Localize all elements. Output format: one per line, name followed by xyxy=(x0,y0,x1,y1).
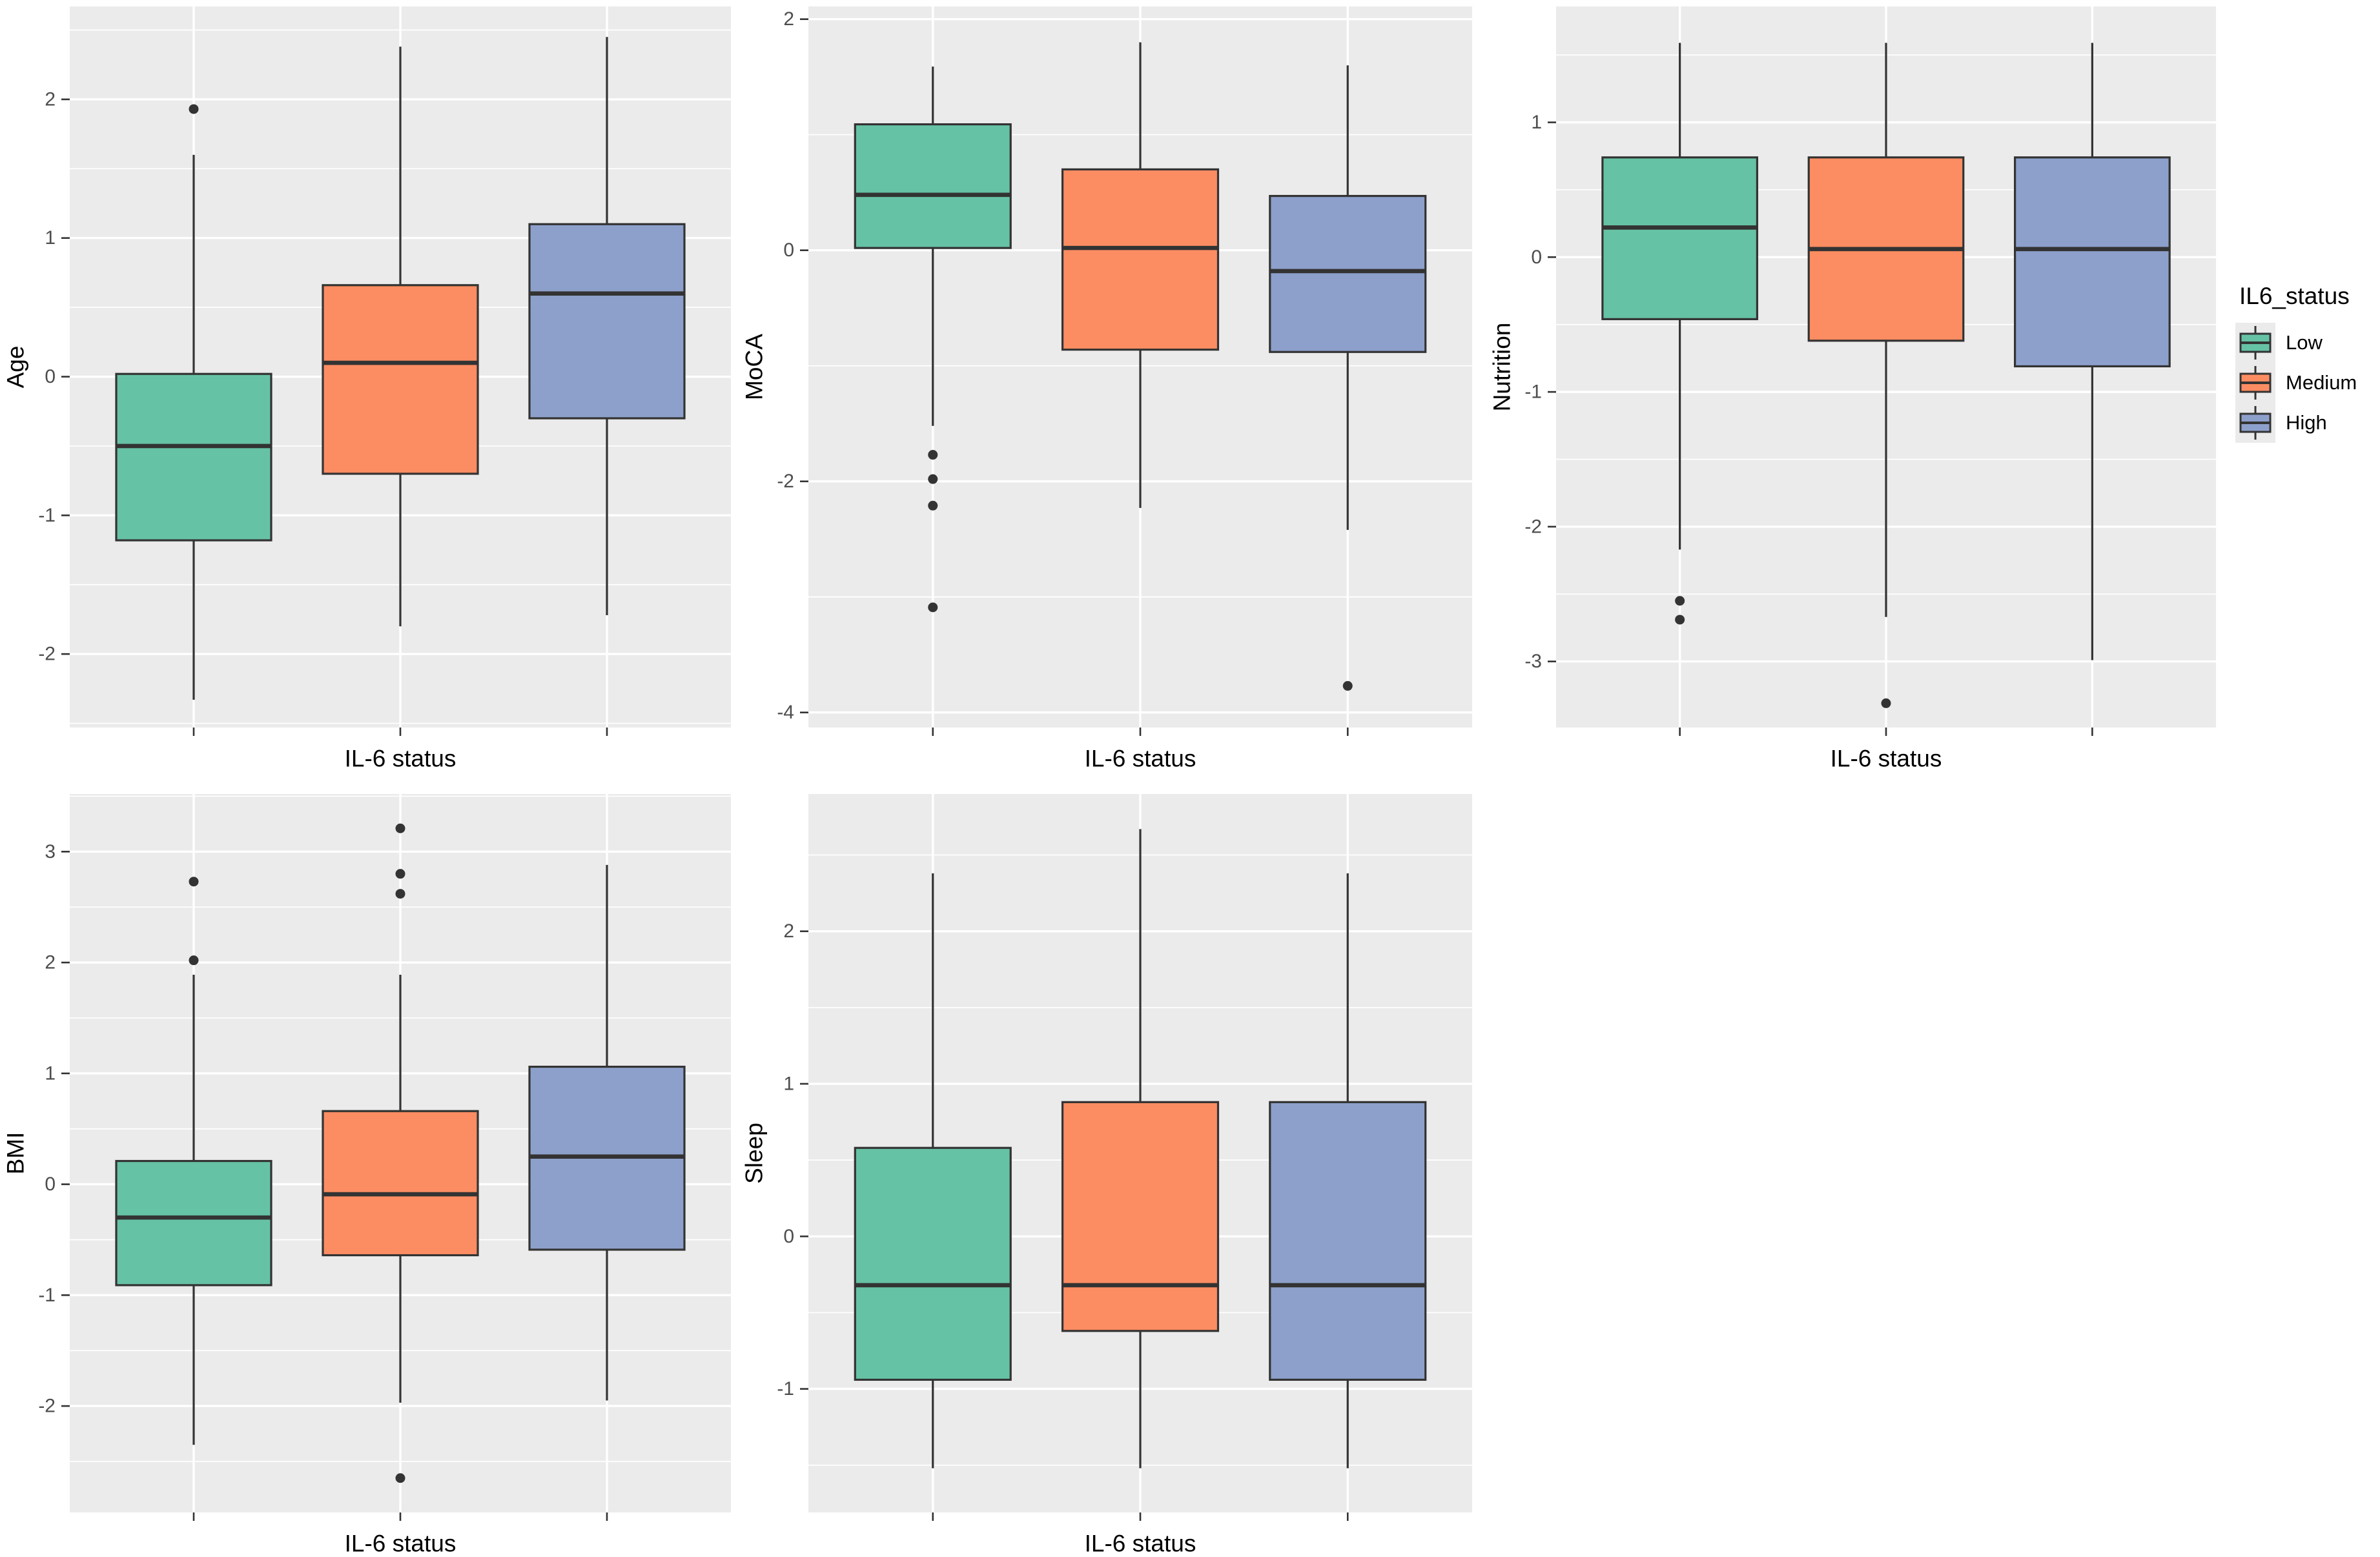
y-tick-label: 1 xyxy=(1531,112,1542,133)
boxplot-glyph xyxy=(2239,406,2272,440)
outlier-point xyxy=(928,602,938,613)
boxplot-medium xyxy=(1061,829,1220,1469)
y-tick-label: -1 xyxy=(38,1285,56,1306)
outlier-point xyxy=(189,104,199,114)
box-iqr xyxy=(1061,168,1220,351)
panel-age: -2 -1 0 1 2 Age IL-6 status xyxy=(3,6,731,772)
y-axis-title: Sleep xyxy=(741,1123,768,1184)
box-iqr xyxy=(854,123,1012,249)
outlier-point xyxy=(1881,698,1891,708)
legend-item-label: High xyxy=(2286,411,2327,434)
outlier-point xyxy=(395,869,405,879)
y-tick-label: -3 xyxy=(1524,651,1542,672)
boxplot-low xyxy=(115,104,272,700)
boxplot-key-icon xyxy=(2235,363,2275,403)
boxplot-key-icon xyxy=(2235,323,2275,363)
y-tick-label: 0 xyxy=(783,239,794,261)
legend-item-low: Low xyxy=(2235,323,2357,363)
y-tick-label: 1 xyxy=(45,227,56,249)
y-tick-label: 0 xyxy=(45,366,56,387)
boxplot-medium xyxy=(1061,42,1220,508)
box-iqr xyxy=(322,284,479,475)
boxplot-low xyxy=(115,877,272,1445)
legend-item-high: High xyxy=(2235,403,2357,443)
boxplot-medium xyxy=(1807,43,1965,708)
x-axis-title: IL-6 status xyxy=(345,746,457,772)
x-axis-title: IL-6 status xyxy=(1085,1531,1196,1554)
panel-moca: -4 -2 0 2 MoCA IL-6 status xyxy=(741,6,1472,772)
legend-item-label: Medium xyxy=(2286,371,2357,394)
boxplot-high xyxy=(1269,873,1427,1469)
y-tick-label: -1 xyxy=(777,1378,794,1399)
outlier-point xyxy=(928,450,938,460)
box-iqr xyxy=(1601,156,1758,320)
box-iqr xyxy=(528,223,686,420)
outlier-point xyxy=(189,955,199,966)
box-iqr xyxy=(854,1146,1012,1381)
boxplot-high xyxy=(528,37,686,616)
y-tick-label: -1 xyxy=(38,505,56,526)
boxplot-low xyxy=(854,66,1012,613)
outlier-point xyxy=(395,889,405,899)
outlier-point xyxy=(1342,681,1353,691)
y-tick-label: 2 xyxy=(783,921,794,942)
outlier-point xyxy=(928,500,938,511)
boxplot-high xyxy=(2014,43,2171,660)
boxplot-medium xyxy=(322,46,479,627)
x-axis-title: IL-6 status xyxy=(345,1531,457,1554)
boxplot-glyph xyxy=(2239,326,2272,360)
y-tick-label: 1 xyxy=(45,1063,56,1084)
boxplot-high xyxy=(528,864,686,1401)
box-iqr xyxy=(1269,194,1427,353)
y-tick-label: -2 xyxy=(38,644,56,665)
x-axis-title: IL-6 status xyxy=(1831,746,1942,772)
y-tick-label: -2 xyxy=(38,1396,56,1417)
y-tick-label: -4 xyxy=(777,702,794,723)
box-iqr xyxy=(115,1159,272,1287)
boxplot-medium xyxy=(322,823,479,1483)
box-iqr xyxy=(322,1110,479,1257)
y-axis-title: MoCA xyxy=(741,334,768,400)
panel-bmi: -2 -1 0 1 2 3 BMI IL-6 status xyxy=(3,794,731,1557)
boxplot-low xyxy=(1601,43,1758,625)
y-tick-label: 2 xyxy=(45,88,56,110)
legend: IL6_status Low Medium High xyxy=(2235,283,2357,443)
box-iqr xyxy=(1269,1101,1427,1381)
y-tick-label: -1 xyxy=(1524,382,1542,403)
outlier-point xyxy=(1675,615,1685,625)
box-iqr xyxy=(2014,156,2171,368)
y-axis-title: Nutrition xyxy=(1489,323,1515,412)
boxplot-glyph xyxy=(2239,366,2272,400)
y-tick-label: 2 xyxy=(45,952,56,973)
box-iqr xyxy=(1061,1101,1220,1332)
y-axis-title: BMI xyxy=(3,1132,29,1175)
legend-item-medium: Medium xyxy=(2235,363,2357,403)
y-tick-label: -2 xyxy=(1524,516,1542,537)
y-tick-label: 0 xyxy=(45,1174,56,1195)
x-axis-title: IL-6 status xyxy=(1085,746,1196,772)
outlier-point xyxy=(189,877,199,887)
y-tick-label: 1 xyxy=(783,1073,794,1094)
panel-nutrition: -3 -2 -1 0 1 Nutrition IL-6 status xyxy=(1489,6,2216,772)
legend-title: IL6_status xyxy=(2239,283,2350,309)
panel-sleep: -1 0 1 2 Sleep IL-6 status xyxy=(741,794,1472,1557)
box-iqr xyxy=(115,372,272,542)
outlier-point xyxy=(395,823,405,833)
legend-item-label: Low xyxy=(2286,331,2323,354)
outlier-point xyxy=(1675,596,1685,606)
boxplot-low xyxy=(854,873,1012,1469)
boxplot-high xyxy=(1269,65,1427,691)
y-tick-label: -2 xyxy=(777,471,794,492)
outlier-point xyxy=(395,1473,405,1483)
y-axis-title: Age xyxy=(3,346,29,389)
y-tick-label: 3 xyxy=(45,841,56,862)
y-tick-label: 0 xyxy=(1531,247,1542,268)
y-tick-label: 0 xyxy=(783,1226,794,1247)
boxplot-key-icon xyxy=(2235,403,2275,443)
y-tick-label: 2 xyxy=(783,8,794,30)
outlier-point xyxy=(928,474,938,484)
